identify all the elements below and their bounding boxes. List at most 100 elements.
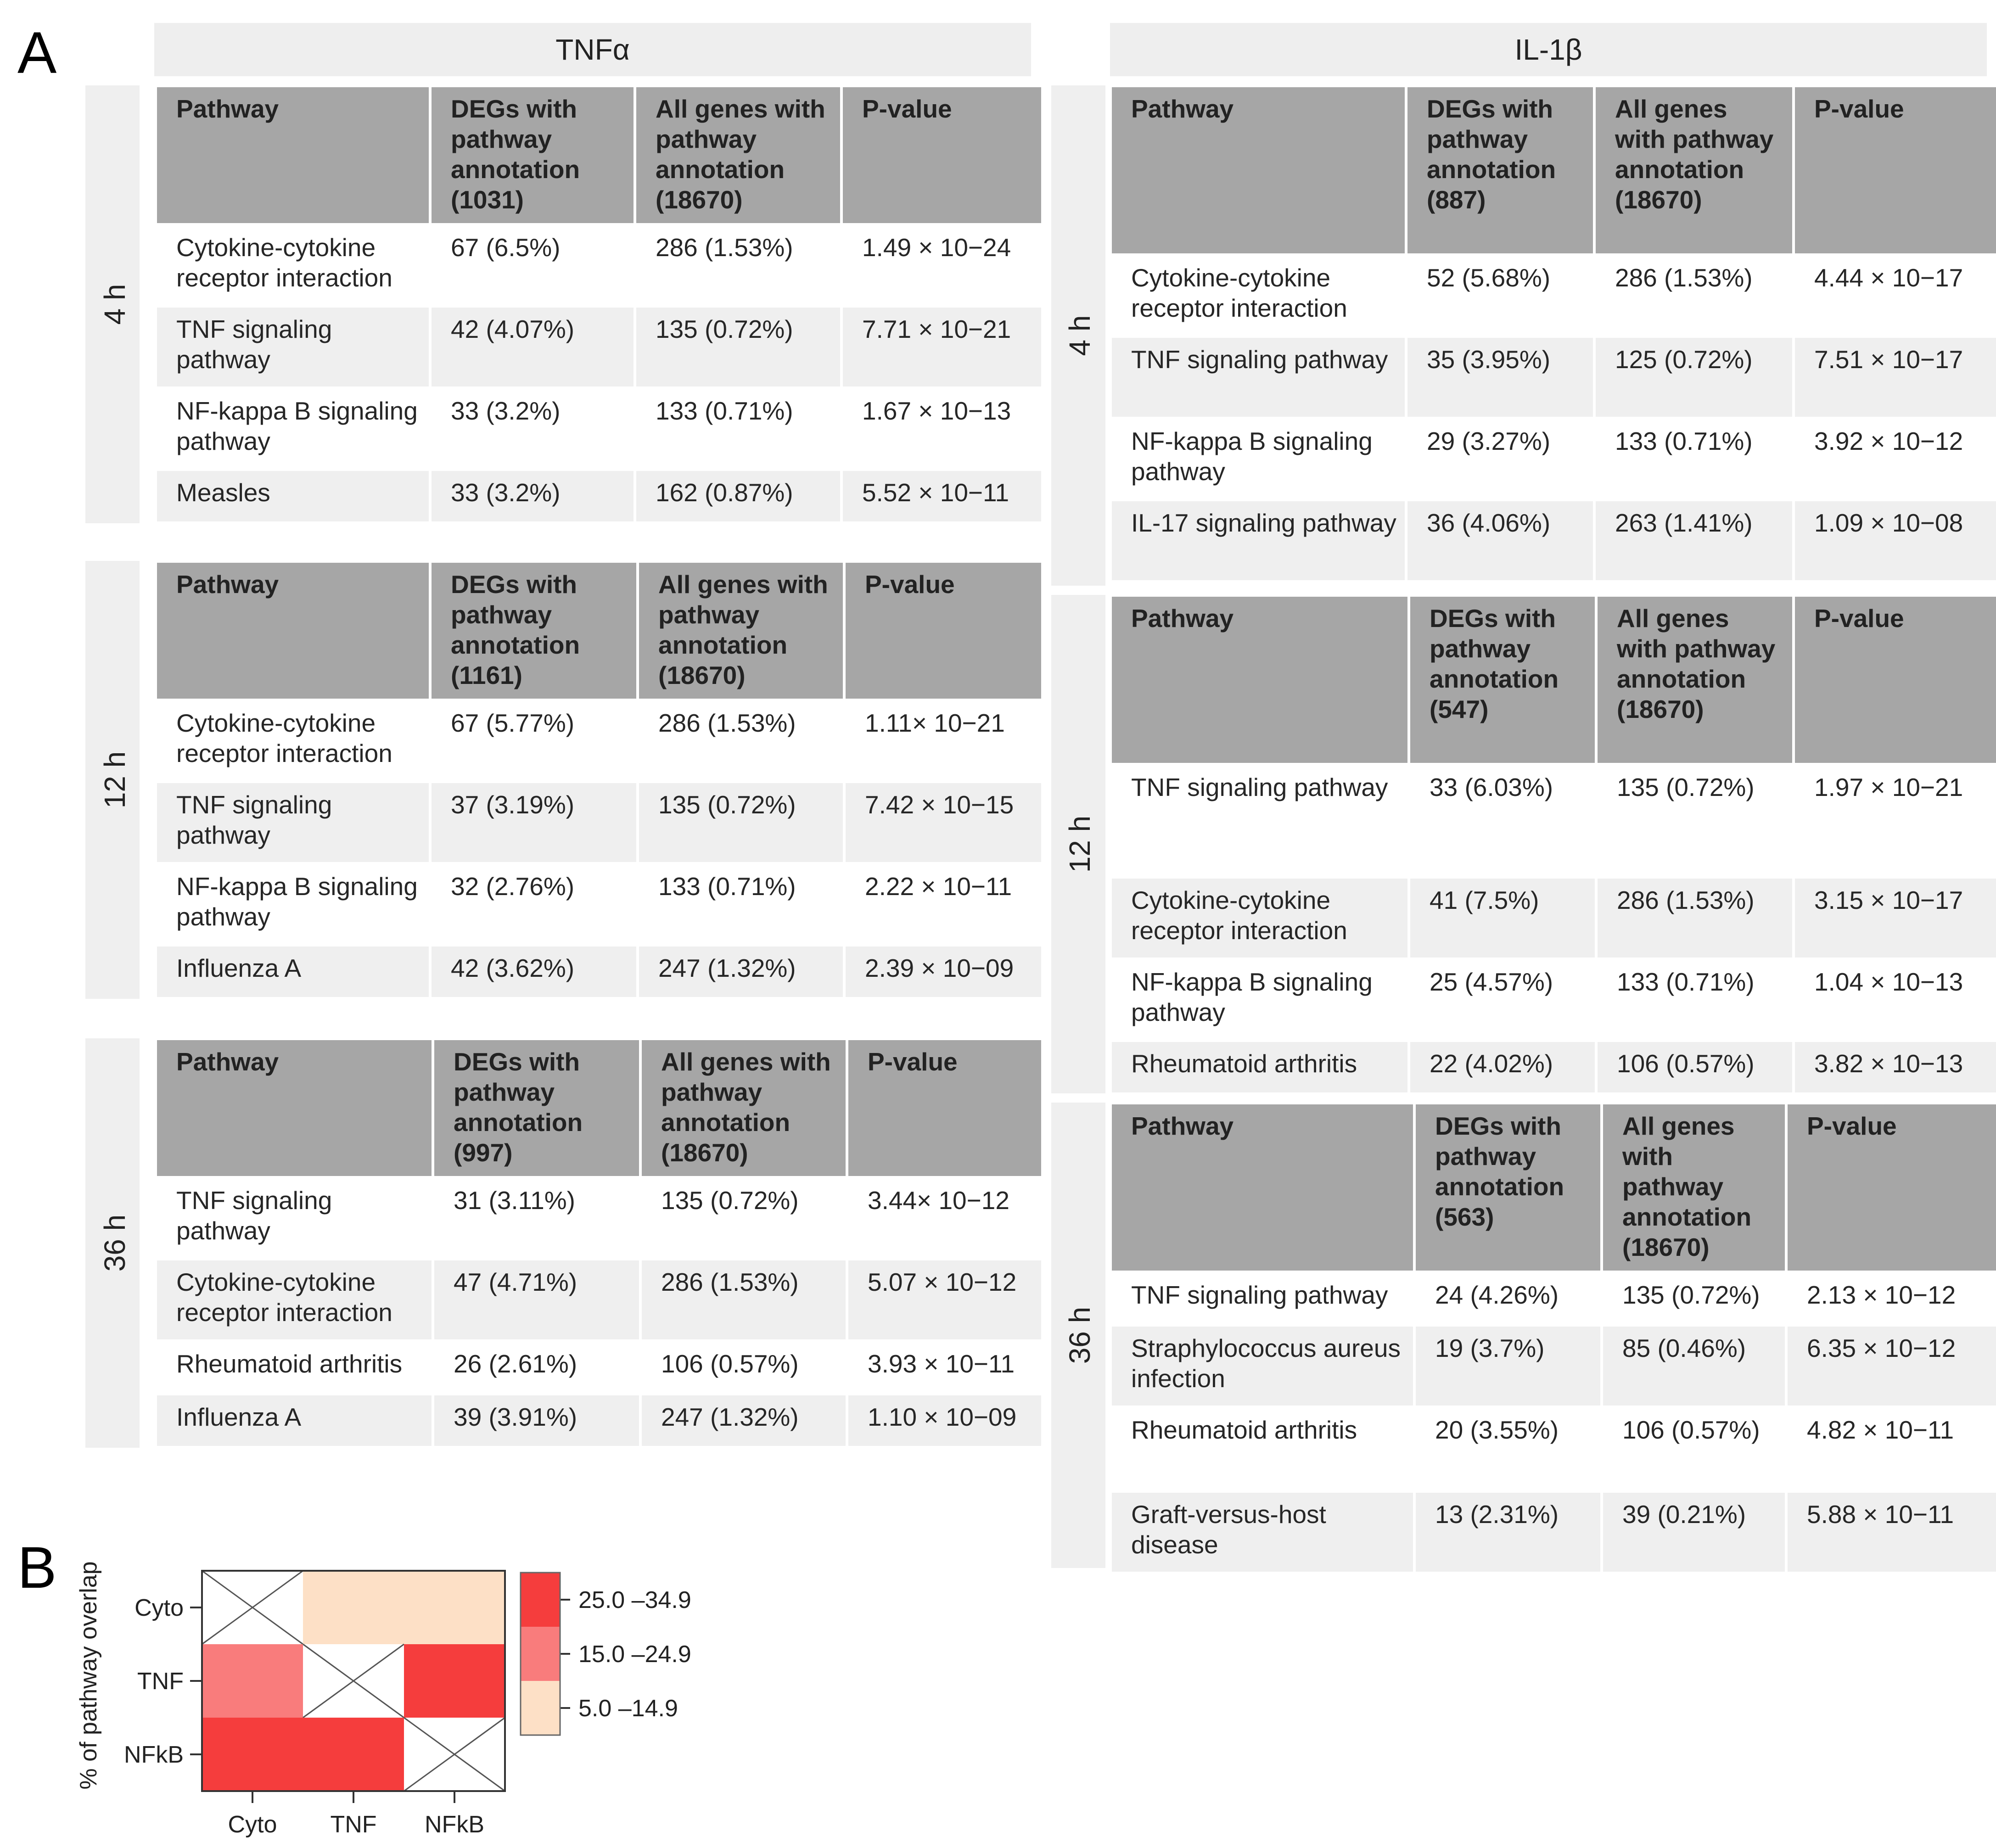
overlap-heatmap: % of pathway overlap Cyto TNF NFkB Cyto TNF N… xyxy=(75,1561,691,1838)
pathway-cell: Cytokine-cytokine receptor interaction xyxy=(157,701,429,780)
col-header-all-genes: All genes with pathway annotation (18670… xyxy=(1603,1104,1785,1271)
col-header-pvalue: P-value xyxy=(848,1040,1041,1176)
tnf-12h-band xyxy=(85,561,140,999)
pvalue-cell: 1.04 × 10−13 xyxy=(1795,960,1996,1039)
il1b-12h-table: Pathway DEGs with pathway annotation (54… xyxy=(1109,594,1996,1095)
all-genes-cell: 135 (0.72%) xyxy=(639,783,843,862)
table-row: TNF signaling pathway 24 (4.26%) 135 (0.… xyxy=(1112,1273,1996,1324)
col-header-all-genes: All genes with pathway annotation (18670… xyxy=(642,1040,846,1176)
pvalue-cell: 1.11× 10−21 xyxy=(846,701,1041,780)
degs-cell: 24 (4.26%) xyxy=(1416,1273,1600,1324)
pathway-cell: Influenza A xyxy=(157,946,429,997)
degs-cell: 41 (7.5%) xyxy=(1410,879,1595,958)
panel-b-label: B xyxy=(17,1535,57,1601)
all-genes-cell: 286 (1.53%) xyxy=(636,226,840,305)
pvalue-cell: 6.35 × 10−12 xyxy=(1788,1327,1996,1406)
degs-cell: 39 (3.91%) xyxy=(434,1395,639,1446)
all-genes-cell: 125 (0.72%) xyxy=(1596,338,1792,417)
all-genes-cell: 286 (1.53%) xyxy=(642,1260,846,1339)
pathway-cell: Cytokine-cytokine receptor interaction xyxy=(1112,256,1405,335)
degs-cell: 20 (3.55%) xyxy=(1416,1408,1600,1490)
all-genes-cell: 106 (0.57%) xyxy=(1603,1408,1785,1490)
col-header-pathway: Pathway xyxy=(1112,87,1405,253)
il1b-4h-label: 4 h xyxy=(1063,315,1096,356)
legend-swatch xyxy=(521,1573,560,1627)
heatmap-x-tick-label: TNF xyxy=(330,1811,376,1838)
degs-cell: 42 (4.07%) xyxy=(432,308,634,386)
pathway-cell: TNF signaling pathway xyxy=(157,1179,432,1258)
legend-frame xyxy=(520,1572,561,1736)
all-genes-cell: 133 (0.71%) xyxy=(636,389,840,468)
pathway-cell: Rheumatoid arthritis xyxy=(1112,1042,1407,1092)
pvalue-cell: 7.51 × 10−17 xyxy=(1795,338,1996,417)
all-genes-cell: 247 (1.32%) xyxy=(642,1395,846,1446)
all-genes-cell: 286 (1.53%) xyxy=(639,701,843,780)
degs-cell: 47 (4.71%) xyxy=(434,1260,639,1339)
legend-label: 25.0 –34.9 xyxy=(578,1587,691,1613)
pvalue-cell: 3.92 × 10−12 xyxy=(1795,420,1996,498)
degs-cell: 67 (6.5%) xyxy=(432,226,634,305)
pvalue-cell: 3.93 × 10−11 xyxy=(848,1342,1041,1393)
degs-cell: 33 (3.2%) xyxy=(432,471,634,521)
all-genes-cell: 135 (0.72%) xyxy=(1603,1273,1785,1324)
pathway-cell: Cytokine-cytokine receptor interaction xyxy=(157,1260,432,1339)
col-header-pathway: Pathway xyxy=(1112,597,1407,763)
pathway-cell: Graft-versus-host disease xyxy=(1112,1493,1413,1572)
degs-cell: 13 (2.31%) xyxy=(1416,1493,1600,1572)
all-genes-cell: 135 (0.72%) xyxy=(642,1179,846,1258)
degs-cell: 25 (4.57%) xyxy=(1410,960,1595,1039)
heatmap-cell xyxy=(202,1718,303,1791)
table-row: Rheumatoid arthritis 20 (3.55%) 106 (0.5… xyxy=(1112,1408,1996,1490)
heatmap-diagonal-cross xyxy=(404,1717,505,1792)
col-header-degs: DEGs with pathway annotation (563) xyxy=(1416,1104,1600,1271)
table-row: NF-kappa B signaling pathway 29 (3.27%) … xyxy=(1112,420,1996,498)
all-genes-cell: 106 (0.57%) xyxy=(1598,1042,1792,1092)
table-row: Cytokine-cytokine receptor interaction 6… xyxy=(157,226,1041,305)
table-row: Cytokine-cytokine receptor interaction 5… xyxy=(1112,256,1996,335)
col-header-all-genes: All genes with pathway annotation (18670… xyxy=(636,87,840,223)
table-row: Cytokine-cytokine receptor interaction 4… xyxy=(1112,879,1996,958)
heatmap-x-tick-label: NFkB xyxy=(425,1811,484,1838)
pathway-cell: Rheumatoid arthritis xyxy=(157,1342,432,1393)
pvalue-cell: 2.39 × 10−09 xyxy=(846,946,1041,997)
col-header-degs: DEGs with pathway annotation (547) xyxy=(1410,597,1595,763)
pvalue-cell: 5.52 × 10−11 xyxy=(843,471,1041,521)
pvalue-cell: 1.49 × 10−24 xyxy=(843,226,1041,305)
degs-cell: 42 (3.62%) xyxy=(432,946,636,997)
tnf-12h-table: Pathway DEGs with pathway annotation (11… xyxy=(154,560,1044,1000)
all-genes-cell: 133 (0.71%) xyxy=(639,865,843,944)
all-genes-cell: 39 (0.21%) xyxy=(1603,1493,1785,1572)
table-row: Cytokine-cytokine receptor interaction 4… xyxy=(157,1260,1041,1339)
all-genes-cell: 162 (0.87%) xyxy=(636,471,840,521)
col-header-pvalue: P-value xyxy=(846,563,1041,699)
heatmap-cell xyxy=(303,1571,404,1644)
degs-cell: 67 (5.77%) xyxy=(432,701,636,780)
table-row: Rheumatoid arthritis 22 (4.02%) 106 (0.5… xyxy=(1112,1042,1996,1092)
table-row: TNF signaling pathway 33 (6.03%) 135 (0.… xyxy=(1112,766,1996,876)
il1b-4h-band xyxy=(1051,85,1105,586)
degs-cell: 33 (3.2%) xyxy=(432,389,634,468)
pvalue-cell: 2.22 × 10−11 xyxy=(846,865,1041,944)
tnf-4h-table: Pathway DEGs with pathway annotation (10… xyxy=(154,84,1044,524)
pathway-cell: NF-kappa B signaling pathway xyxy=(157,865,429,944)
heatmap-cell xyxy=(303,1718,404,1791)
pvalue-cell: 7.71 × 10−21 xyxy=(843,308,1041,386)
pathway-cell: TNF signaling pathway xyxy=(1112,766,1407,876)
il1b-36h-label: 36 h xyxy=(1063,1306,1096,1364)
col-header-degs: DEGs with pathway annotation (887) xyxy=(1407,87,1593,253)
col-header-all-genes: All genes with pathway annotation (18670… xyxy=(1598,597,1792,763)
table-row: Influenza A 42 (3.62%) 247 (1.32%) 2.39 … xyxy=(157,946,1041,997)
legend-label: 15.0 –24.9 xyxy=(578,1641,691,1668)
pvalue-cell: 1.67 × 10−13 xyxy=(843,389,1041,468)
col-header-degs: DEGs with pathway annotation (1031) xyxy=(432,87,634,223)
pvalue-cell: 1.10 × 10−09 xyxy=(848,1395,1041,1446)
pathway-cell: TNF signaling pathway xyxy=(157,783,429,862)
degs-cell: 22 (4.02%) xyxy=(1410,1042,1595,1092)
heatmap-y-tick-label: Cyto xyxy=(135,1595,184,1621)
pathway-cell: IL-17 signaling pathway xyxy=(1112,501,1405,580)
il1b-12h-label: 12 h xyxy=(1063,815,1096,873)
pvalue-cell: 4.82 × 10−11 xyxy=(1788,1408,1996,1490)
il1b-4h-table: Pathway DEGs with pathway annotation (88… xyxy=(1109,84,1996,583)
pathway-cell: Cytokine-cytokine receptor interaction xyxy=(1112,879,1407,958)
col-header-all-genes: All genes with pathway annotation (18670… xyxy=(639,563,843,699)
